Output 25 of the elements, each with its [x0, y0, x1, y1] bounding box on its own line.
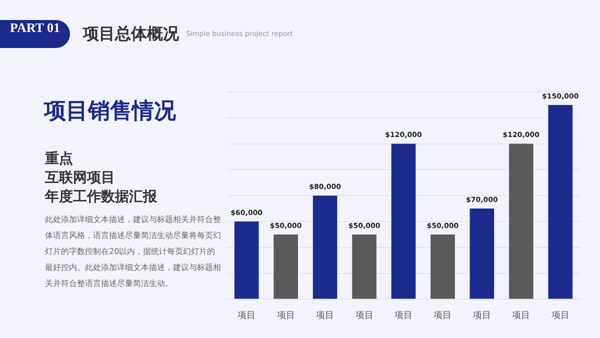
bar — [509, 144, 534, 299]
text: 项目总体概况 — [83, 24, 179, 45]
bar — [312, 196, 338, 299]
bar — [430, 234, 455, 299]
x-tick-label: 项目 — [238, 310, 256, 321]
bar — [352, 234, 376, 299]
text: 年度工作数据汇报 — [45, 188, 157, 206]
x-tick-label: 项目 — [434, 310, 452, 321]
text: 重点 — [45, 150, 73, 169]
bar — [548, 104, 573, 299]
chart-title: 项目销售情况 — [44, 98, 176, 126]
bar — [391, 144, 416, 299]
bar — [274, 234, 298, 299]
x-tick-label: 项目 — [316, 310, 334, 321]
x-tick-label: 项目 — [512, 310, 530, 321]
text: 此处添加详细文本描述，建议与标题相关并符合整体语言风格，语言描述尽量简洁生动尽量将每页幻灯片的字数控制在20以内，据统计每页幻灯片的最好控内。此处添加详细文本描述，建议与标题相关并符合整语言描述尽量简洁生动。 — [45, 214, 222, 290]
text: 互联网项目 — [45, 169, 115, 187]
bar — [470, 208, 494, 299]
x-tick-label: 项目 — [394, 310, 412, 321]
bar — [234, 222, 259, 299]
x-tick-label: 项目 — [276, 310, 295, 321]
x-tick-label: 项目 — [551, 310, 570, 321]
x-tick-label: 项目 — [355, 310, 374, 321]
x-tick-label: 项目 — [472, 310, 491, 321]
text: PART 01 — [0, 20, 70, 48]
